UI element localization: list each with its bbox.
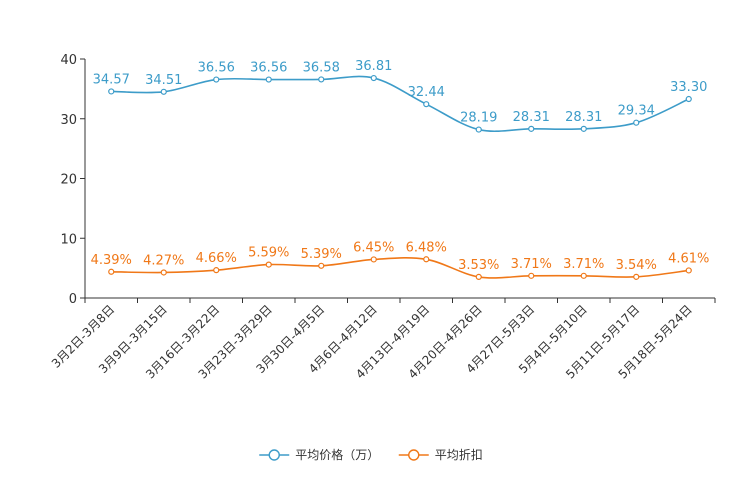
data-label: 3.53% [458,258,499,273]
data-point[interactable] [108,268,115,275]
data-point[interactable] [633,119,640,126]
y-tick-label: 30 [60,113,77,128]
data-point[interactable] [633,273,640,280]
data-point[interactable] [528,272,535,279]
data-label: 6.48% [406,240,447,255]
data-point[interactable] [370,74,377,82]
data-label: 32.44 [408,85,445,100]
y-tick-label: 40 [60,53,77,68]
data-point[interactable] [213,267,220,274]
data-label: 34.51 [145,73,182,88]
data-point[interactable] [108,88,115,95]
data-point[interactable] [528,125,535,132]
data-label: 28.31 [565,110,602,125]
series-line-discount [111,256,689,279]
data-point[interactable] [265,76,272,83]
data-label: 4.61% [668,251,709,266]
data-label: 3.71% [511,257,552,272]
data-label: 36.58 [303,60,340,75]
data-point[interactable] [475,126,482,133]
data-point[interactable] [685,95,692,103]
chart-legend[interactable]: 平均价格（万） 平均折扣 [259,447,483,462]
data-point[interactable] [265,261,272,268]
data-label: 28.31 [513,110,550,125]
data-point[interactable] [423,101,430,108]
y-tick-label: 0 [69,292,77,307]
legend-item-price[interactable]: 平均价格（万） [259,447,379,462]
data-label: 4.66% [196,251,237,266]
data-label: 4.27% [143,253,184,268]
data-point[interactable] [685,267,692,274]
data-label: 3.54% [616,258,657,273]
data-label: 34.57 [93,72,130,87]
data-label: 3.71% [563,257,604,272]
data-label: 6.45% [353,240,394,255]
data-label: 36.56 [198,61,235,76]
data-point[interactable] [318,262,325,269]
data-point[interactable] [160,269,167,276]
data-point[interactable] [213,76,220,83]
data-label: 4.39% [91,253,132,268]
series-line-price [111,75,690,133]
data-label: 29.34 [618,104,655,119]
y-tick-label: 20 [60,173,77,188]
data-point[interactable] [580,125,587,132]
data-label: 36.56 [250,61,287,76]
data-label: 33.30 [670,80,707,95]
chart-series [108,74,692,281]
data-point[interactable] [318,76,325,83]
legend-item-discount[interactable]: 平均折扣 [398,447,483,462]
data-point[interactable] [160,88,167,95]
chart-data-labels: 34.57 34.51 36.56 36.56 36.58 36.81 32.44 28.19… [91,59,710,273]
data-label: 28.19 [460,111,497,126]
data-label: 5.59% [248,246,289,261]
data-point[interactable] [580,272,587,279]
legend-label: 平均价格（万） [295,447,379,462]
legend-swatch-marker [408,449,420,461]
legend-swatch-marker [268,449,280,461]
data-point[interactable] [475,273,482,281]
data-label: 5.39% [301,247,342,262]
chart-axes: 0102030403月2日-3月8日3月9日-3月15日3月16日-3月22日3… [49,53,716,382]
y-tick-label: 10 [60,232,77,247]
data-label: 36.81 [355,59,392,74]
legend-label: 平均折扣 [435,447,483,462]
data-point[interactable] [370,256,377,263]
data-point[interactable] [423,256,430,263]
